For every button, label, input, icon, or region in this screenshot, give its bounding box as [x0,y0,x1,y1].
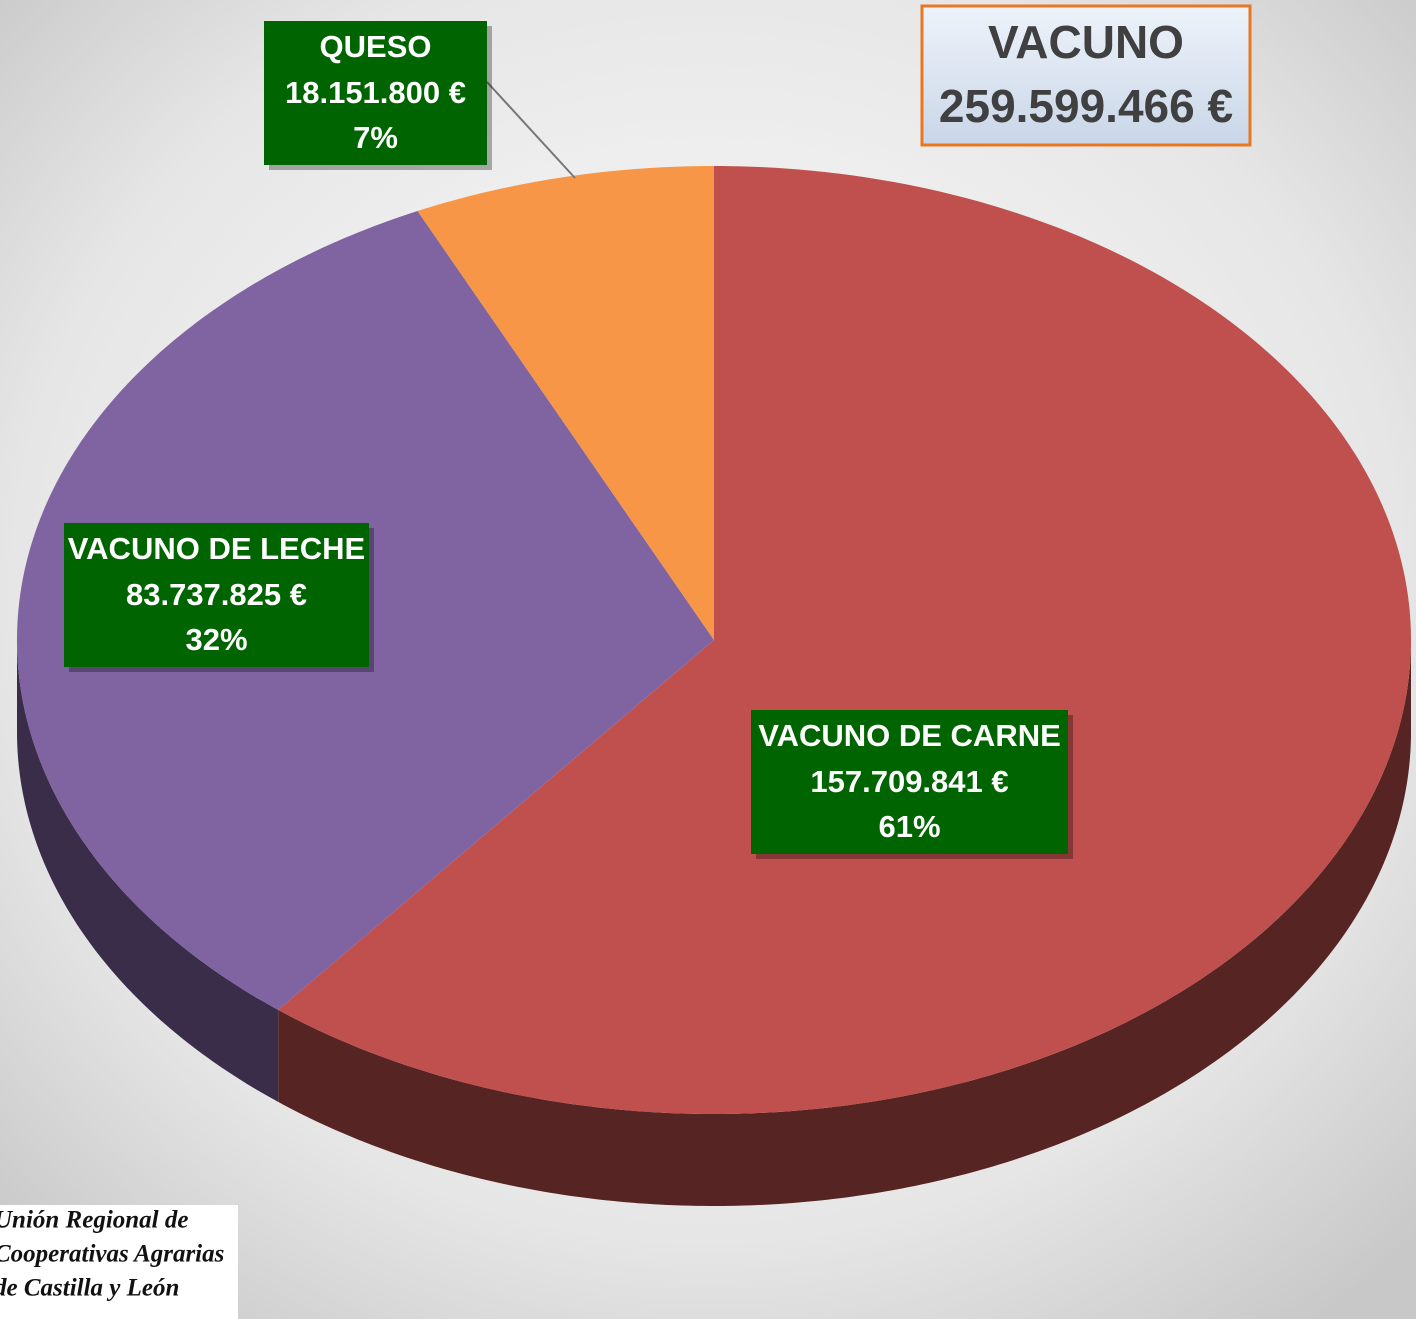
label-box [751,710,1068,854]
percent-label: 32% [185,622,247,657]
slice [417,166,714,640]
value-label: 18.151.800 € [285,75,466,110]
slice-side [278,640,1411,1206]
percent-label: 61% [878,809,940,844]
leader-line [486,81,576,179]
label-box [264,21,487,165]
total-label: 259.599.466 € [939,80,1233,132]
value-label: 157.709.841 € [810,764,1008,799]
value-label: 83.737.825 € [126,577,307,612]
category-label: VACUNO DE LECHE [68,531,365,566]
label-box [64,523,369,667]
percent-label: 7% [353,120,398,155]
category-label: QUESO [320,29,432,64]
slice-side [17,640,279,1102]
data-labels: VACUNO DE CARNE 157.709.841 € 61% VACUNO DE… [64,21,1073,859]
source-line: de Castilla y León [0,1275,179,1302]
source-box [0,1205,238,1319]
source-line: Cooperativas Agrarias [0,1241,224,1268]
source-line: Unión Regional de [0,1207,188,1234]
title-box [920,4,1252,147]
category-label: VACUNO DE CARNE [758,718,1061,753]
chart-title: VACUNO [988,16,1184,68]
pie [17,166,1411,1206]
slice [278,166,1411,1114]
